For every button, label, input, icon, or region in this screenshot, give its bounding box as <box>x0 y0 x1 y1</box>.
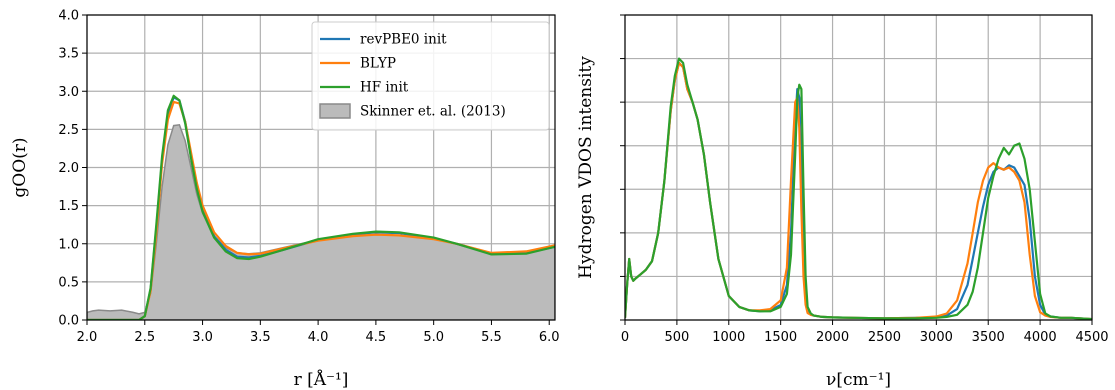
legend-label: HF init <box>360 80 409 96</box>
legend-swatch <box>319 103 351 119</box>
y-axis-label: gOO(r) <box>10 137 30 197</box>
x-tick-label: 1000 <box>712 330 745 345</box>
y-tick-label: 4.0 <box>58 9 79 24</box>
x-tick-label: 2.0 <box>77 330 98 345</box>
x-tick-label: 3.0 <box>192 330 213 345</box>
y-tick-label: 3.0 <box>58 85 79 100</box>
right-panel-vdos: 0 500 1000 1500 2000 2500 3000 3500 4000 4500 ν[cm… <box>576 14 1109 390</box>
plot-area <box>87 94 555 320</box>
x-tick-label: 2.5 <box>134 330 155 345</box>
y-tick-label: 2.0 <box>58 161 79 176</box>
legend-label: Skinner et. al. (2013) <box>360 104 506 120</box>
x-tick-label: 3000 <box>920 330 953 345</box>
axes-frame <box>624 14 1093 321</box>
legend-label: BLYP <box>360 56 396 72</box>
x-axis-label: r [Å⁻¹] <box>294 369 349 390</box>
x-tick-label: 2500 <box>868 330 901 345</box>
y-tick-label: 2.5 <box>58 123 79 138</box>
legend-label: revPBE0 init <box>360 32 447 48</box>
x-tick-label: 5.5 <box>481 330 502 345</box>
x-tick-label: 4000 <box>1024 330 1057 345</box>
series-line <box>87 94 555 320</box>
x-tick-label: 1500 <box>764 330 797 345</box>
y-tick-label: 1.5 <box>58 199 79 214</box>
x-tick-label: 0 <box>621 330 629 345</box>
x-axis-label: ν[cm⁻¹] <box>826 370 891 390</box>
x-tick-label: 3.5 <box>250 330 271 345</box>
x-tick-label: 5.0 <box>423 330 444 345</box>
x-tick-label: 2000 <box>816 330 849 345</box>
x-tick-label: 4.5 <box>366 330 387 345</box>
legend-box <box>311 21 550 131</box>
series-line <box>625 61 1092 320</box>
x-tick-label: 3500 <box>972 330 1005 345</box>
plot-area <box>625 57 1092 320</box>
y-tick-label: 0.5 <box>58 275 79 290</box>
y-tick-label: 0.0 <box>58 314 79 329</box>
x-tick-label: 4500 <box>1075 330 1108 345</box>
left-panel-gOO: 2.0 2.5 3.0 3.5 4.0 4.5 5.0 5.5 6.0 0.0 0.5 1.0 1.5 2… <box>10 9 560 390</box>
x-tick-label: 500 <box>664 330 689 345</box>
y-tick-label: 1.0 <box>58 237 79 252</box>
y-tick-label: 3.5 <box>58 47 79 62</box>
x-tick-label: 4.0 <box>308 330 329 345</box>
x-tick-label: 6.0 <box>539 330 560 345</box>
series-line <box>625 57 1092 320</box>
y-axis-label: Hydrogen VDOS intensity <box>576 56 596 279</box>
